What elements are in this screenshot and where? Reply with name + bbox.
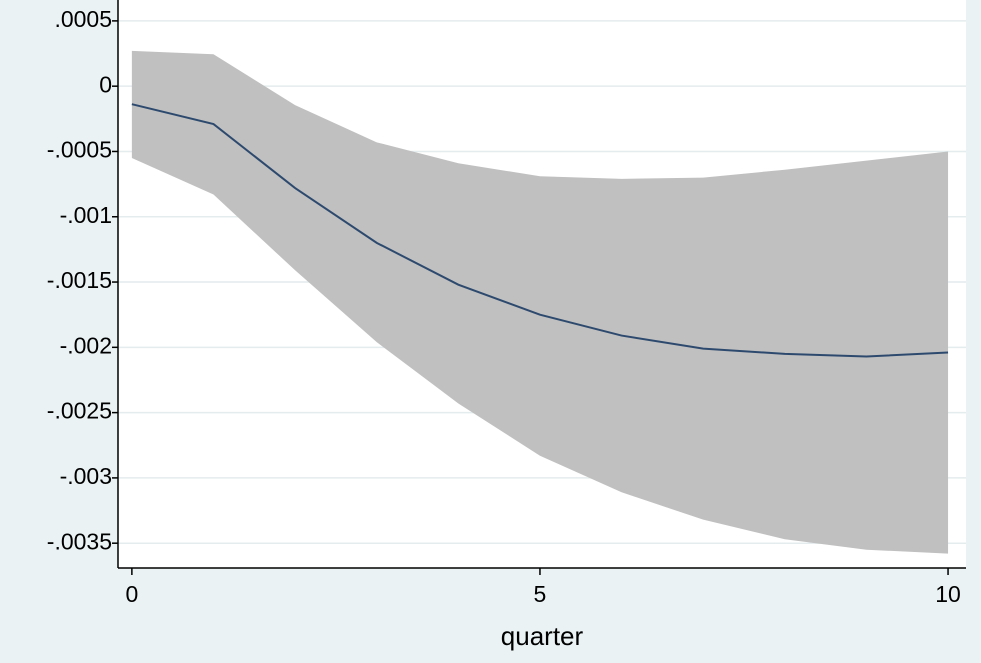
y-tick-label: -.0005 (47, 137, 112, 163)
confidence-band (131, 50, 949, 554)
x-tick-label: 10 (935, 581, 961, 607)
y-tick-label: -.0035 (47, 528, 112, 554)
y-tick-label: -.003 (60, 463, 112, 489)
y-tick-label: -.001 (60, 202, 112, 228)
y-tick-label: 0 (99, 71, 112, 97)
x-tick-label: 0 (125, 581, 138, 607)
x-axis-label: quarter (501, 621, 584, 651)
y-tick-label: -.002 (60, 332, 112, 358)
y-tick-label: -.0015 (47, 267, 112, 293)
x-tick-label: 5 (534, 581, 547, 607)
y-tick-label: -.0025 (47, 398, 112, 424)
y-tick-label: .0005 (54, 6, 112, 32)
line (131, 103, 949, 358)
